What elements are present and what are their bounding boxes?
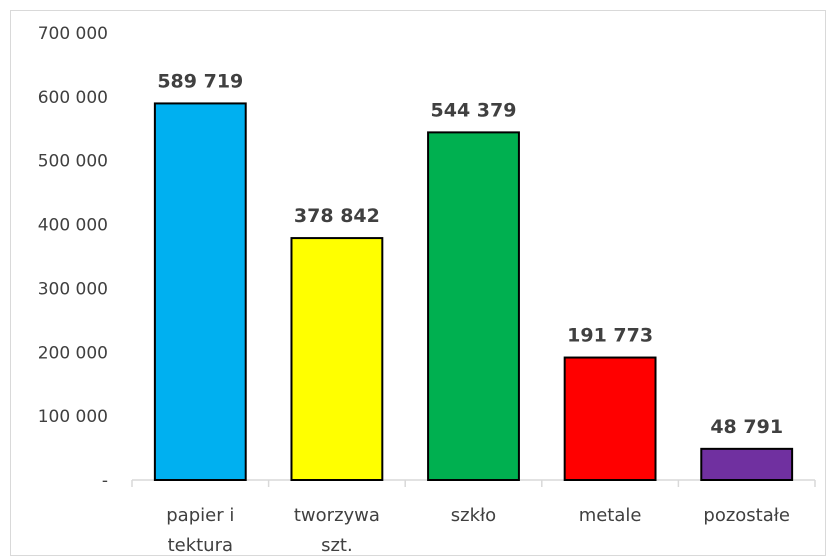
bar	[427, 131, 520, 481]
data-label: 378 842	[294, 205, 380, 227]
bar	[563, 356, 657, 482]
data-label: 191 773	[567, 325, 653, 347]
category-label: tworzywa	[294, 505, 380, 526]
data-label: 589 719	[157, 70, 243, 92]
y-axis-tick-labels: - 100 000 200 000 300 000 400 000 500 000 600 …	[38, 24, 108, 491]
y-tick-label: 300 000	[38, 279, 108, 299]
y-tick-label: 400 000	[38, 216, 108, 236]
bar	[290, 237, 384, 481]
bars-group	[153, 102, 794, 482]
chart-frame	[10, 10, 826, 556]
y-tick-label: 600 000	[38, 88, 108, 108]
x-axis-category-labels: papier i tektura tworzywa szt. szkło metale po…	[166, 505, 790, 556]
y-tick-label: -	[102, 471, 108, 491]
bar	[153, 102, 247, 481]
category-label: metale	[579, 505, 642, 526]
data-label: 48 791	[710, 416, 783, 438]
data-label: 544 379	[431, 99, 517, 121]
category-label: szt.	[321, 535, 353, 556]
category-label: tektura	[168, 535, 233, 556]
y-tick-label: 700 000	[38, 24, 108, 44]
category-label: pozostałe	[703, 505, 790, 526]
category-label: szkło	[451, 505, 496, 526]
category-label: papier i	[166, 505, 234, 526]
y-tick-label: 200 000	[38, 343, 108, 363]
x-axis-ticks	[131, 480, 816, 487]
y-tick-label: 500 000	[38, 152, 108, 172]
bar	[700, 447, 794, 482]
data-labels-group: 589 719 378 842 544 379 191 773 48 791	[157, 70, 783, 437]
y-tick-label: 100 000	[38, 407, 108, 427]
